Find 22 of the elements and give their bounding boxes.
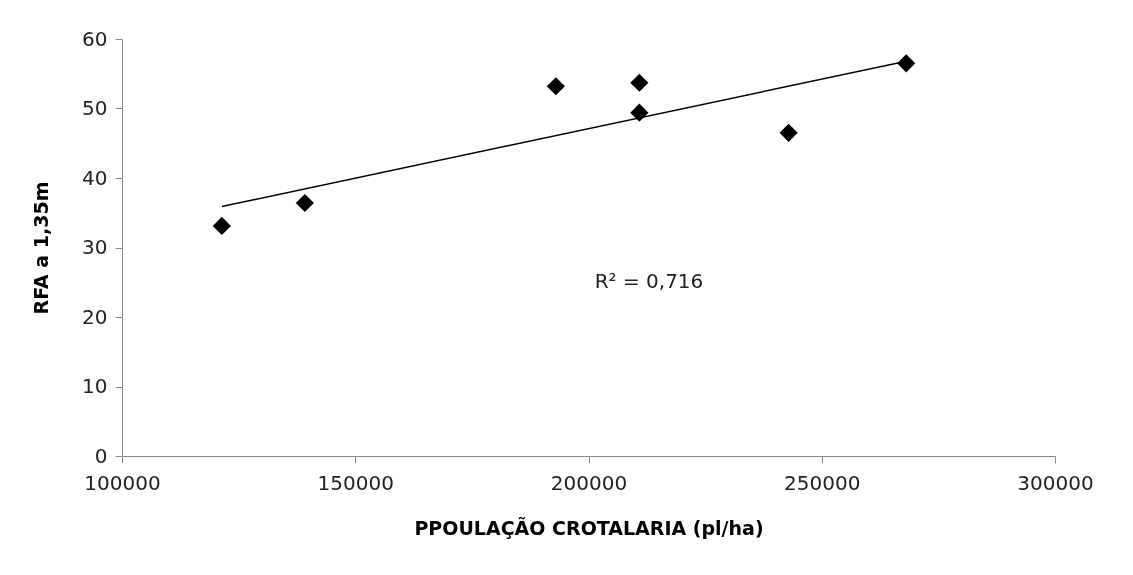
x-tick-label: 100000 [84, 470, 161, 495]
x-axis-title: PPOULAÇÃO CROTALARIA (pl/ha) [414, 515, 764, 539]
y-tick-label: 40 [82, 165, 108, 190]
y-tick-label: 60 [82, 26, 108, 51]
point [546, 77, 565, 96]
point [212, 216, 231, 236]
x-tick-label: 300000 [1017, 470, 1094, 495]
y-tick-label: 0 [94, 443, 108, 468]
y-tick-label: 20 [82, 304, 108, 329]
point [295, 193, 314, 213]
x-tick-label: 150000 [317, 470, 394, 495]
x-tick-label: 200000 [550, 470, 628, 495]
x-tick-label: 250000 [784, 470, 861, 495]
y-axis-title: RFA a 1,35m [30, 181, 53, 315]
y-tick-label: 50 [82, 96, 108, 120]
y-tick-label: 10 [82, 374, 108, 398]
point [630, 103, 649, 122]
point [779, 123, 798, 142]
annotation: R² = 0,716 [594, 269, 704, 293]
point [897, 54, 916, 73]
point [630, 73, 649, 92]
y-tick-label: 30 [82, 235, 108, 259]
